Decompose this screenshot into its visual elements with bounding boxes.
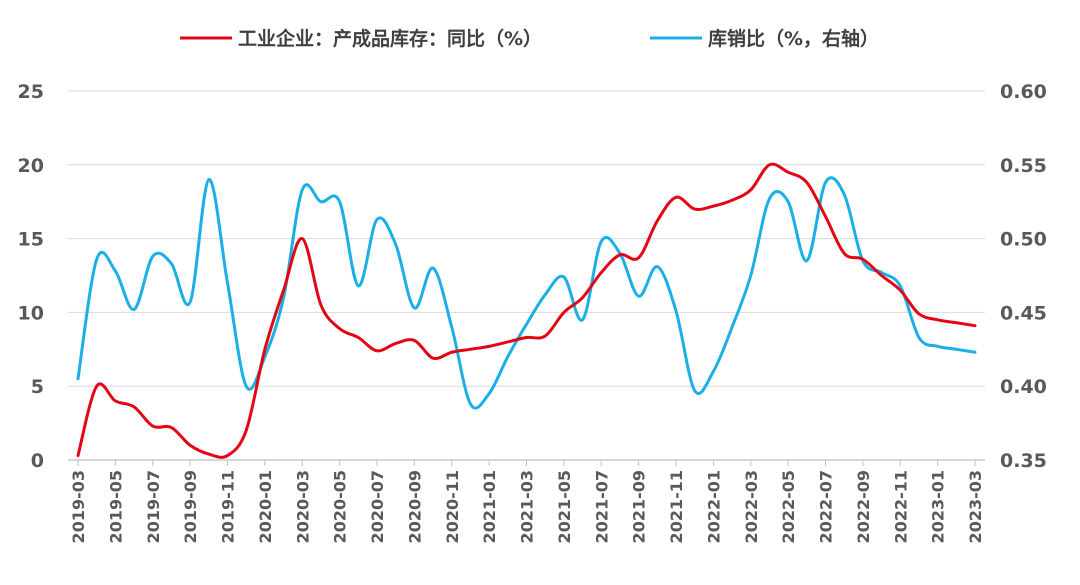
x-tick-label: 2022-07 <box>817 470 836 543</box>
series-line-inventory-yoy <box>76 162 977 459</box>
y-left-tick-label: 0 <box>31 450 44 472</box>
x-tick-label: 2020-09 <box>405 470 424 543</box>
x-tick-label: 2021-07 <box>592 470 611 543</box>
axes: 0 0.35 5 0.40 10 0.45 15 0.50 20 0.55 25 0.60 2019-0… <box>18 81 1047 543</box>
x-tick-label: 2021-01 <box>480 470 499 543</box>
x-tick-label: 2020-05 <box>331 470 350 543</box>
legend: 工业企业：产成品库存：同比（%） 库销比（%，右轴） <box>180 27 879 50</box>
y-right-tick-label: 0.50 <box>1000 229 1047 251</box>
x-tick-label: 2020-07 <box>368 470 387 543</box>
x-tick-label: 2019-05 <box>106 470 125 543</box>
y-left-tick-label: 10 <box>18 302 44 324</box>
series-line-inventory-sales-ratio <box>76 176 977 410</box>
x-tick-label: 2021-03 <box>518 470 537 543</box>
y-left-tick-label: 25 <box>18 81 44 103</box>
x-tick-label: 2022-11 <box>891 470 910 543</box>
y-right-tick-label: 0.45 <box>1000 302 1047 324</box>
y-left-tick-label: 15 <box>18 229 44 251</box>
y-right-tick-label: 0.60 <box>1000 81 1047 103</box>
legend-label-series-2: 库销比（%，右轴） <box>708 27 879 50</box>
x-tick-label: 2021-11 <box>667 470 686 543</box>
x-tick-label: 2020-03 <box>293 470 312 543</box>
y-left-tick-label: 5 <box>31 376 44 398</box>
x-tick-label: 2021-05 <box>555 470 574 543</box>
x-tick-label: 2019-09 <box>181 470 200 543</box>
x-tick-label: 2022-03 <box>742 470 761 543</box>
x-tick-label: 2020-01 <box>256 470 275 543</box>
y-right-tick-label: 0.55 <box>1000 155 1047 177</box>
x-tick-label: 2020-11 <box>443 470 462 543</box>
x-tick-label: 2021-09 <box>630 470 649 543</box>
series-lines <box>76 162 977 459</box>
x-tick-label: 2022-01 <box>704 470 723 543</box>
legend-label-series-1: 工业企业：产成品库存：同比（%） <box>238 27 542 50</box>
x-tick-label: 2019-07 <box>144 470 163 543</box>
y-right-tick-label: 0.35 <box>1000 450 1047 472</box>
y-left-tick-label: 20 <box>18 155 44 177</box>
x-tick-label: 2022-09 <box>854 470 873 543</box>
x-tick-label: 2023-03 <box>966 470 985 543</box>
x-tick-label: 2019-11 <box>219 470 238 543</box>
x-tick-label: 2019-03 <box>69 470 88 543</box>
x-tick-label: 2023-01 <box>929 470 948 543</box>
gridlines <box>68 90 985 387</box>
x-tick-label: 2022-05 <box>779 470 798 543</box>
y-right-tick-label: 0.40 <box>1000 376 1047 398</box>
